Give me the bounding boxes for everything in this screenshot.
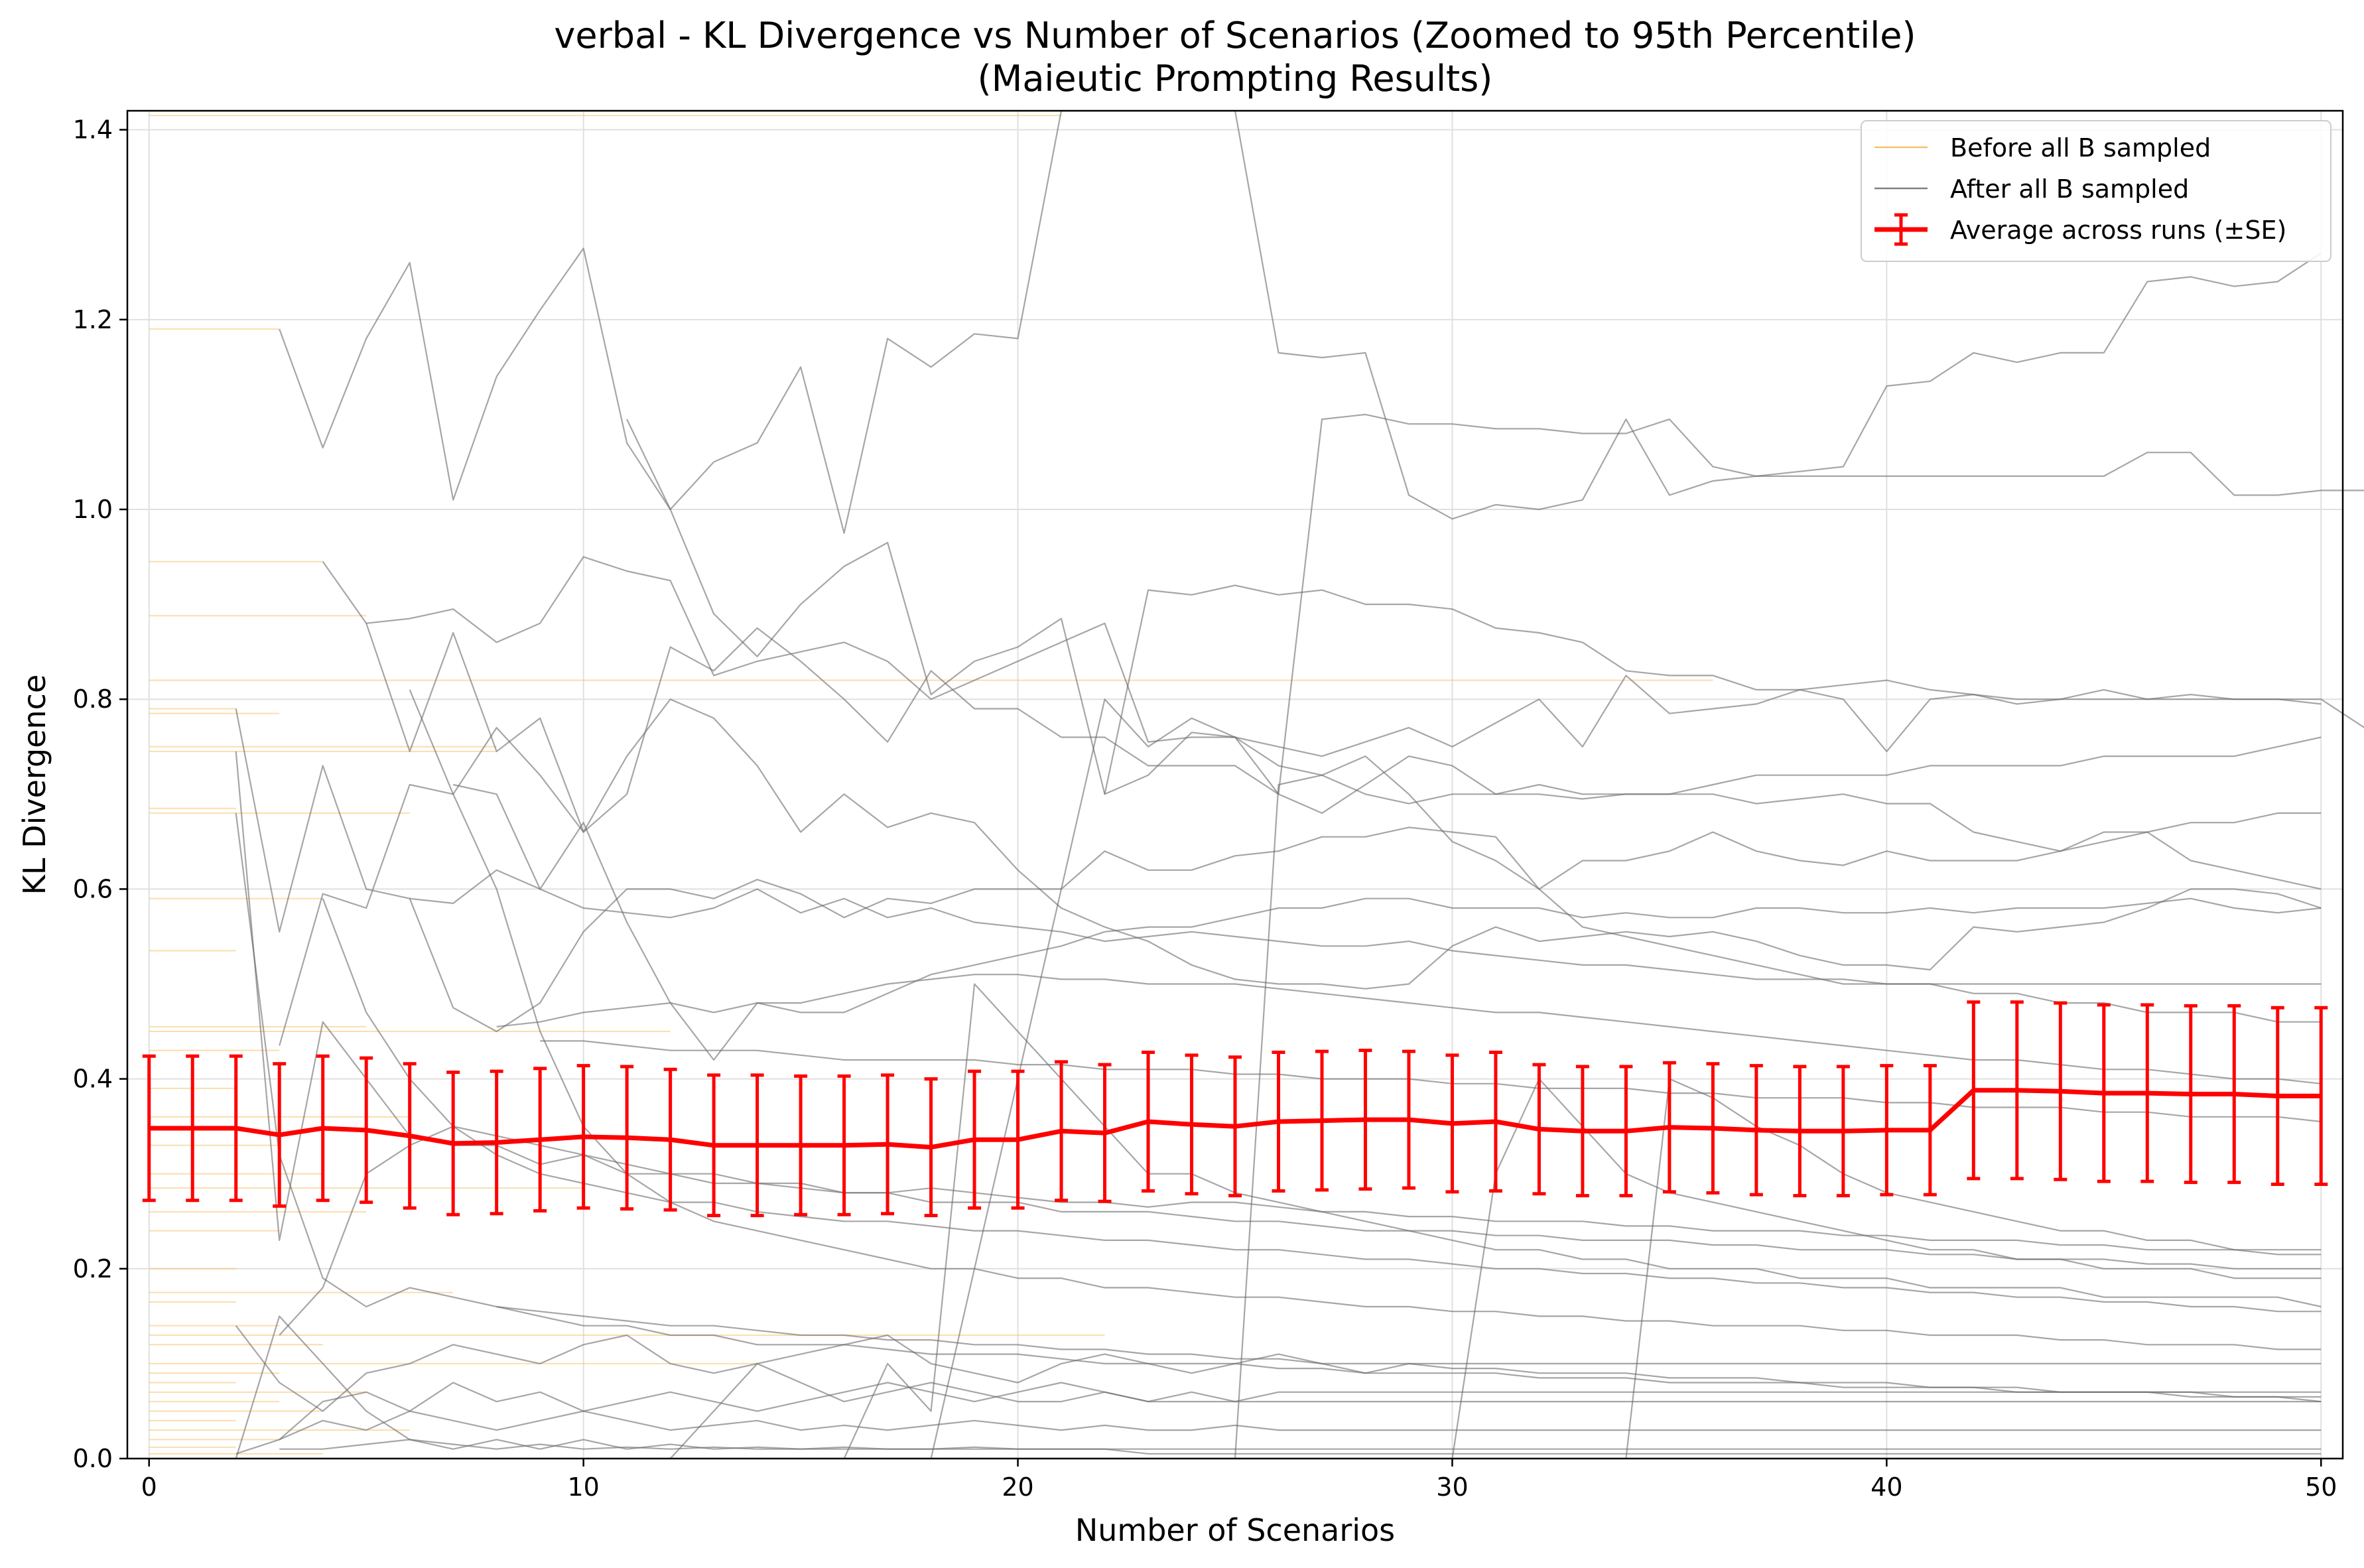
- run-line-4: [1104, 584, 2322, 795]
- y-tick-label-5: 1.0: [73, 495, 113, 524]
- x-tick-label-3: 30: [1436, 1472, 1468, 1502]
- after-lines: [235, 110, 2364, 1459]
- run-line-26: [1625, 1078, 2322, 1459]
- y-axis-label: KL Divergence: [17, 675, 52, 895]
- run-line-27: [669, 1362, 2322, 1459]
- x-tick-label-1: 10: [567, 1472, 599, 1502]
- legend-before-label: Before all B sampled: [1950, 133, 2211, 163]
- average-errorbars: [142, 1000, 2328, 1218]
- legend: Before all B sampled After all B sampled…: [1861, 120, 2331, 262]
- run-line-15: [322, 898, 2322, 1313]
- run-line-1: [1234, 110, 2322, 520]
- run-line-22: [843, 983, 2322, 1459]
- plot-frame: [126, 109, 2344, 1460]
- chart-title: verbal - KL Divergence vs Number of Scen…: [554, 15, 1916, 56]
- y-tick-label-2: 0.4: [73, 1065, 113, 1094]
- chart-subtitle: (Maieutic Prompting Results): [978, 58, 1493, 99]
- y-tick-label-0: 0.0: [73, 1444, 113, 1473]
- run-line-13: [279, 1126, 2322, 1336]
- x-tick-label-0: 0: [141, 1472, 157, 1502]
- run-line-8: [279, 698, 2322, 1046]
- x-tick-label-5: 50: [2305, 1472, 2337, 1502]
- x-axis-label: Number of Scenarios: [1075, 1512, 1395, 1548]
- y-tick-label-7: 1.4: [73, 115, 113, 145]
- run-line-11: [540, 1040, 2322, 1123]
- legend-after-label: After all B sampled: [1950, 174, 2189, 204]
- run-line-19: [235, 1410, 2322, 1455]
- y-axis-ticks: 0.0 0.2 0.4 0.6 0.8 1.0 1.2 1.4: [73, 115, 127, 1473]
- run-line-5: [365, 623, 2322, 890]
- before-lines: [149, 115, 1713, 1455]
- average-line: [149, 1088, 2322, 1150]
- x-tick-label-4: 40: [1871, 1472, 1902, 1502]
- legend-average-label: Average across runs (±SE): [1950, 216, 2286, 245]
- run-line-9: [409, 869, 2322, 985]
- run-line-7: [452, 783, 2322, 1061]
- run-line-24: [1234, 755, 2322, 1459]
- run-line-2: [626, 413, 2364, 795]
- run-line-18: [279, 1382, 2322, 1441]
- run-line-3: [322, 556, 2364, 757]
- y-tick-label-1: 0.2: [73, 1254, 113, 1283]
- y-tick-label-3: 0.6: [73, 874, 113, 903]
- run-line-17: [235, 1325, 2322, 1412]
- run-line-23: [930, 698, 2322, 1459]
- x-axis-ticks: 0 10 20 30 40 50: [141, 1459, 2337, 1502]
- run-line-25: [1451, 1078, 2322, 1459]
- run-line-6: [235, 708, 2322, 1033]
- run-line-16: [409, 689, 2322, 1350]
- legend-box: [1861, 120, 2331, 262]
- run-line-28: [496, 1305, 2322, 1398]
- y-tick-label-6: 1.2: [73, 305, 113, 334]
- run-line-21: [235, 1315, 2322, 1459]
- y-tick-label-4: 0.8: [73, 685, 113, 714]
- x-tick-label-2: 20: [1002, 1472, 1033, 1502]
